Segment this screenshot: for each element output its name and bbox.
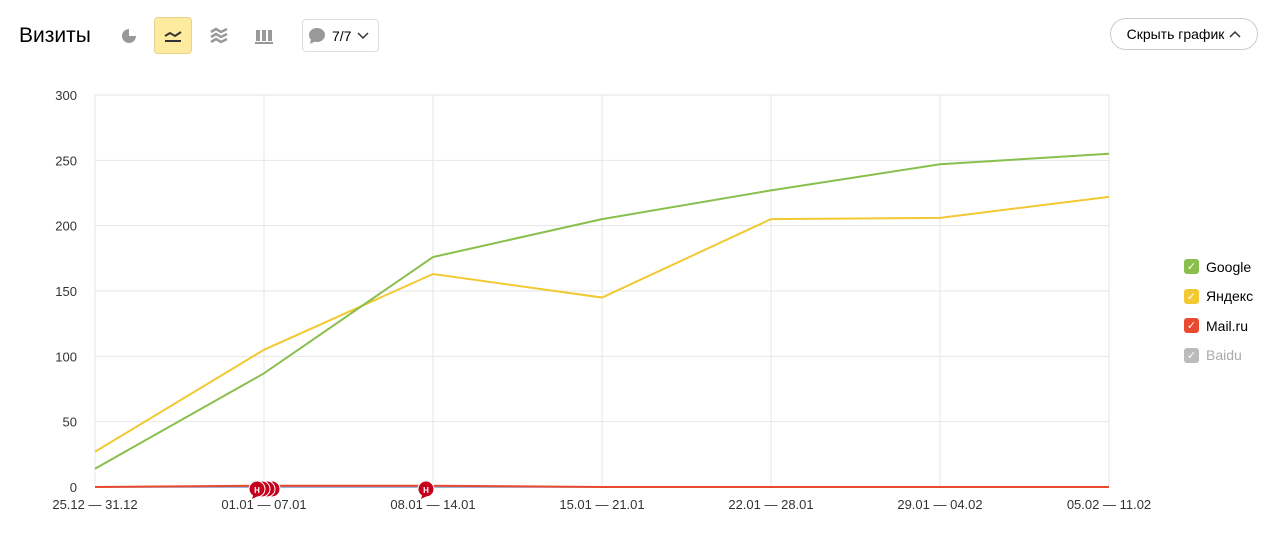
y-tick-label: 200 <box>55 219 77 234</box>
checkbox-icon[interactable]: ✓ <box>1184 318 1199 334</box>
notes-count: 7/7 <box>332 27 352 44</box>
x-tick-label: 22.01 — 28.01 <box>728 497 813 512</box>
legend: ✓ Google ✓ Яндекс ✓ Mail.ru ✓ Baidu <box>1184 252 1253 370</box>
y-tick-label: 0 <box>70 480 77 495</box>
y-tick-label: 100 <box>55 349 77 364</box>
bar-chart-icon <box>255 29 273 44</box>
bar-chart-button[interactable] <box>245 17 283 54</box>
x-tick-label: 15.01 — 21.01 <box>559 497 644 512</box>
hide-chart-label: Скрыть график <box>1126 26 1225 42</box>
annotation-marker <box>248 480 266 498</box>
legend-item-Baidu[interactable]: ✓ Baidu <box>1184 341 1253 371</box>
pie-chart-button[interactable] <box>110 17 148 54</box>
y-tick-label: 50 <box>63 415 77 430</box>
line-chart-icon <box>164 30 182 42</box>
checkbox-icon[interactable]: ✓ <box>1184 259 1199 275</box>
x-tick-label: 29.01 — 04.02 <box>897 497 982 512</box>
hide-chart-button[interactable]: Скрыть график <box>1110 18 1258 50</box>
legend-item-Google[interactable]: ✓ Google <box>1184 252 1253 282</box>
series-line-Яндекс <box>94 195 1110 453</box>
y-tick-label: 150 <box>55 284 77 299</box>
comment-icon <box>309 27 325 44</box>
legend-item-Mail.ru[interactable]: ✓ Mail.ru <box>1184 311 1253 341</box>
annotation-tail <box>252 493 260 499</box>
annotation-label: Н <box>254 486 260 495</box>
chevron-down-icon <box>357 31 369 39</box>
chevron-up-icon <box>1229 30 1241 38</box>
checkbox-icon[interactable]: ✓ <box>1184 347 1199 363</box>
area-chart-icon <box>210 27 228 43</box>
annotation-tail <box>421 493 429 499</box>
legend-label: Mail.ru <box>1206 317 1249 334</box>
checkbox-icon[interactable]: ✓ <box>1184 288 1199 304</box>
x-tick-label: 05.02 — 11.02 <box>1067 497 1151 512</box>
notes-dropdown[interactable]: 7/7 <box>302 19 379 52</box>
legend-label: Baidu <box>1206 347 1242 364</box>
page-title: Визиты <box>19 24 91 47</box>
annotation-label: Н <box>423 486 429 495</box>
x-tick-label: 25.12 — 31.12 <box>52 497 137 512</box>
legend-item-Яндекс[interactable]: ✓ Яндекс <box>1184 282 1253 312</box>
y-tick-label: 250 <box>55 153 77 168</box>
annotation-marker <box>417 480 435 498</box>
line-chart-button[interactable] <box>154 17 192 54</box>
legend-label: Google <box>1206 258 1252 275</box>
area-chart-button[interactable] <box>200 17 238 54</box>
y-tick-label: 300 <box>55 88 77 103</box>
legend-label: Яндекс <box>1206 288 1254 305</box>
series-line-Google <box>94 152 1110 470</box>
x-tick-label: 01.01 — 07.01 <box>221 497 306 512</box>
pie-chart-icon <box>122 28 136 43</box>
x-tick-label: 08.01 — 14.01 <box>390 497 475 512</box>
